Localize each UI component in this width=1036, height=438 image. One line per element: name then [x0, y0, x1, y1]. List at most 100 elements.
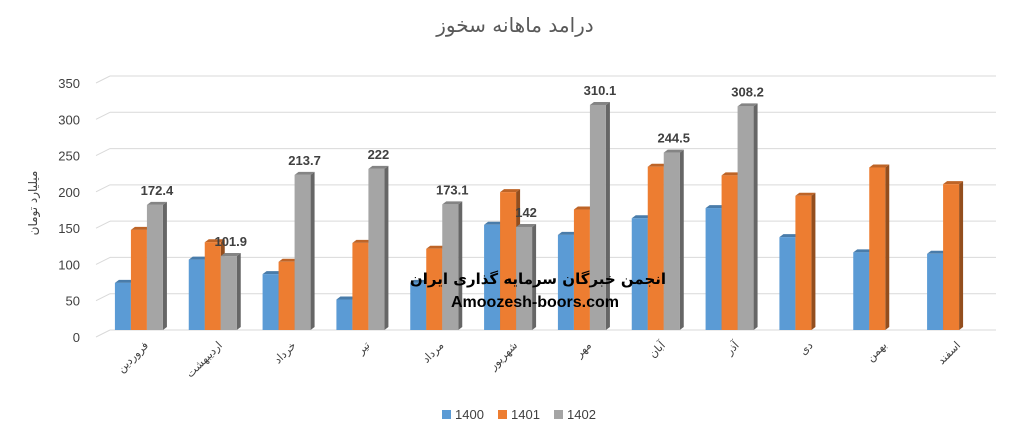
bar-1402-6 — [516, 223, 537, 330]
bar-face — [573, 209, 590, 330]
legend-item-1401: 1401 — [498, 407, 540, 422]
gridline-depth — [95, 75, 111, 84]
bar-top — [869, 164, 890, 168]
x-category-label: مهر — [572, 339, 594, 361]
bar-top — [721, 172, 742, 176]
bar-side — [811, 192, 816, 330]
bar-side — [959, 181, 964, 330]
bar-1401-10 — [795, 192, 816, 330]
bar-side — [384, 165, 389, 330]
bar-1402-1 — [146, 201, 167, 330]
legend-label: 1401 — [511, 407, 540, 422]
watermark-line1: انجمن خبرگان سرمایه گذاری ایران — [410, 270, 666, 288]
y-tick-label: 50 — [66, 294, 80, 309]
bar-face — [114, 282, 131, 330]
bar-top — [853, 249, 874, 253]
bar-face — [705, 208, 722, 330]
bar-side — [679, 149, 684, 330]
bar-face — [278, 261, 295, 330]
bar-1402-2 — [220, 253, 241, 330]
bar-side — [236, 253, 241, 330]
legend-swatch — [442, 410, 451, 419]
bar-side — [885, 164, 890, 330]
y-tick-label: 100 — [58, 257, 80, 272]
bar-top — [188, 256, 209, 260]
data-label: 101.9 — [214, 234, 247, 249]
data-label: 244.5 — [657, 131, 690, 146]
gridline-depth — [95, 329, 111, 338]
bar-top — [573, 206, 594, 210]
bar-face — [484, 224, 501, 330]
bar-side — [532, 223, 537, 330]
bar-top — [442, 201, 463, 205]
bar-top — [294, 171, 315, 175]
legend-label: 1400 — [455, 407, 484, 422]
bar-face — [262, 274, 279, 330]
legend-swatch — [498, 410, 507, 419]
bar-face — [869, 167, 886, 330]
bar-face — [426, 248, 443, 330]
bar-face — [779, 237, 796, 330]
bar-face — [352, 242, 369, 330]
bar-top — [484, 221, 505, 225]
data-label: 172.4 — [141, 183, 174, 198]
bar-top — [516, 223, 537, 227]
bar-top — [647, 163, 668, 167]
bar-face — [204, 242, 221, 330]
gridline-depth — [95, 256, 111, 265]
bar-top — [410, 279, 431, 283]
bar-side — [162, 201, 167, 330]
bar-top — [278, 258, 299, 262]
bar-face — [927, 253, 944, 330]
data-label: 173.1 — [436, 182, 469, 197]
x-category-label: تیر — [354, 339, 373, 358]
bar-1402-3 — [294, 171, 315, 330]
gridline-depth — [95, 184, 111, 193]
bar-face — [442, 204, 459, 330]
bar-top — [146, 201, 167, 205]
bar-face — [663, 152, 680, 330]
bar-top — [779, 234, 800, 238]
data-label: 308.2 — [731, 84, 764, 99]
gridline-depth — [95, 293, 111, 302]
chart-title: درامد ماهانه سخوز — [435, 13, 593, 37]
bar-side — [605, 101, 610, 331]
bar-side — [458, 201, 463, 330]
data-labels: 172.4 101.9 213.7 222 173.1 142 310.1 244.5 308.… — [141, 83, 764, 249]
data-label: 142 — [515, 205, 537, 220]
bar-top — [426, 245, 447, 249]
bar-face — [647, 166, 664, 330]
x-category-label: اسفند — [935, 339, 963, 367]
bar-top — [336, 296, 357, 300]
legend-item-1400: 1400 — [442, 407, 484, 422]
bar-top — [795, 192, 816, 196]
watermark: انجمن خبرگان سرمایه گذاری ایران Amoozesh… — [410, 270, 666, 311]
legend-label: 1402 — [567, 407, 596, 422]
bar-face — [188, 259, 205, 330]
bar-face — [294, 174, 311, 330]
bar-side — [310, 171, 315, 330]
bar-top — [557, 231, 578, 235]
bar-top — [943, 181, 964, 185]
bar-face — [500, 192, 517, 330]
bar-side — [753, 103, 758, 330]
x-category-label: آبان — [646, 338, 669, 361]
bar-face — [943, 184, 960, 330]
y-tick-label: 0 — [73, 330, 80, 345]
bar-face — [853, 252, 870, 330]
bar-face — [410, 282, 427, 330]
x-category-label: مرداد — [420, 339, 447, 366]
data-label: 213.7 — [288, 153, 321, 168]
x-axis-categories: فروردین اردیبهشت خرداد تیر مرداد شهریور مهر آبا… — [115, 338, 963, 381]
bar-1401-12 — [943, 181, 964, 330]
x-category-label: شهریور — [486, 339, 520, 373]
bar-face — [721, 175, 738, 330]
bar-1401-11 — [869, 164, 890, 330]
x-category-label: اردیبهشت — [184, 339, 225, 380]
bar-1402-7 — [589, 101, 610, 331]
chart-gridlines — [95, 75, 996, 338]
bar-face — [130, 229, 147, 330]
bar-top — [927, 250, 948, 254]
bar-1402-5 — [442, 201, 463, 330]
x-category-label: آذر — [722, 338, 743, 359]
